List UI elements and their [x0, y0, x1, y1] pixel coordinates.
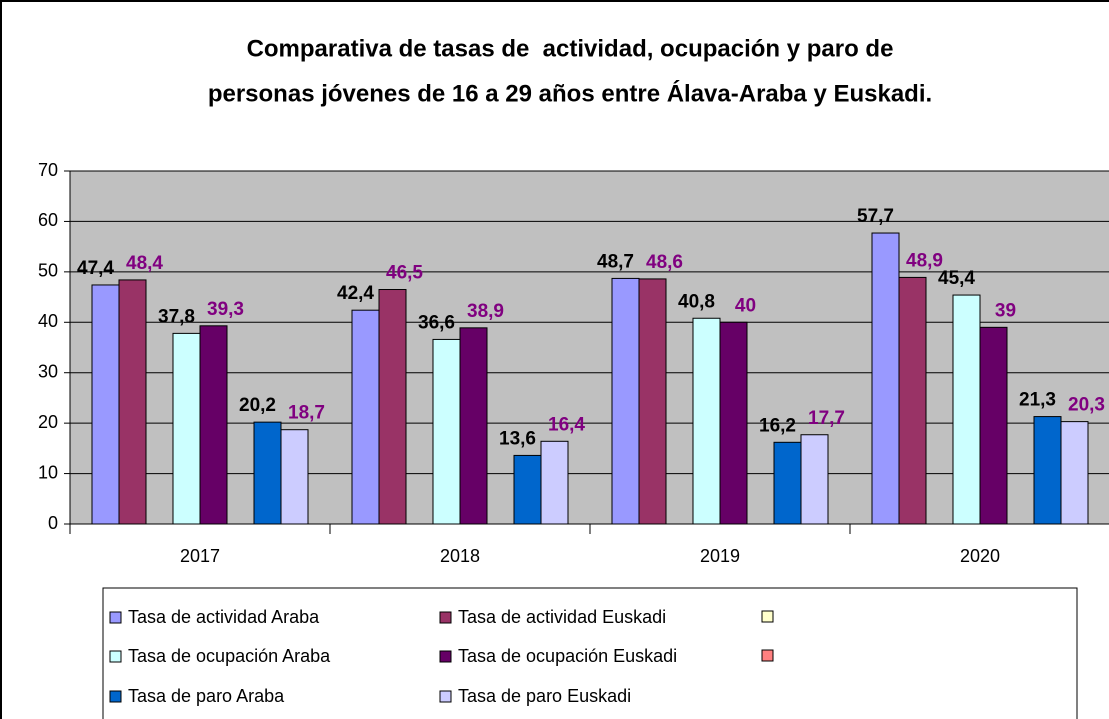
y-tick-label: 30: [38, 361, 58, 381]
y-tick-label: 40: [38, 311, 58, 331]
bar: [898, 276, 927, 525]
bar: [172, 332, 201, 525]
legend-label: Tasa de paro Araba: [128, 686, 285, 706]
data-label: 38,9: [467, 301, 504, 322]
bar: [540, 440, 569, 525]
bar: [773, 441, 802, 525]
bar: [638, 278, 667, 525]
x-tick-label: 2019: [700, 546, 740, 566]
y-tick-label: 20: [38, 412, 58, 432]
bar: [952, 294, 981, 525]
data-label: 48,7: [597, 251, 634, 272]
data-label: 57,7: [857, 206, 894, 227]
plot-area: [70, 171, 1109, 524]
bar: [351, 309, 380, 525]
bar: [979, 326, 1008, 525]
chart-title: Comparativa de tasas de actividad, ocupa…: [247, 35, 894, 62]
data-label: 39,3: [207, 299, 244, 320]
data-label: 16,4: [548, 414, 585, 435]
bar: [118, 279, 147, 525]
data-label: 45,4: [938, 268, 975, 289]
legend-swatch: [109, 650, 122, 663]
bar: [1060, 421, 1089, 525]
legend-swatch: [439, 650, 452, 663]
bar: [513, 454, 542, 525]
data-label: 48,9: [906, 250, 943, 271]
x-tick-label: 2020: [960, 546, 1000, 566]
bar: [719, 321, 748, 525]
data-label: 40,8: [678, 291, 715, 312]
x-tick-label: 2018: [440, 546, 480, 566]
data-label: 48,6: [646, 252, 683, 273]
legend-swatch: [761, 649, 774, 662]
data-label: 39: [995, 300, 1016, 321]
data-label: 36,6: [418, 312, 455, 333]
legend-label: Tasa de actividad Araba: [128, 607, 320, 627]
legend-label: Tasa de actividad Euskadi: [458, 607, 666, 627]
data-label: 17,7: [808, 408, 845, 429]
bar: [611, 277, 640, 525]
data-label: 20,3: [1068, 395, 1105, 416]
chart-title: personas jóvenes de 16 a 29 años entre Á…: [208, 79, 932, 107]
data-label: 16,2: [759, 415, 796, 436]
legend-label: Tasa de paro Euskadi: [458, 686, 631, 706]
legend-swatch: [439, 690, 452, 703]
data-label: 13,6: [499, 428, 536, 449]
data-label: 37,8: [158, 306, 195, 327]
legend-swatch: [761, 610, 774, 623]
data-label: 20,2: [239, 395, 276, 416]
data-label: 42,4: [337, 283, 374, 304]
data-label: 46,5: [386, 263, 423, 284]
bar: [253, 421, 282, 525]
bar: [91, 284, 120, 525]
legend-swatch: [109, 611, 122, 624]
data-label: 40: [735, 295, 756, 316]
bar: [280, 429, 309, 525]
data-label: 18,7: [288, 403, 325, 424]
bar: [432, 338, 461, 525]
y-tick-label: 70: [38, 160, 58, 180]
bar: [692, 317, 721, 525]
y-tick-label: 0: [48, 513, 58, 533]
bar: [378, 289, 407, 525]
legend-swatch: [109, 690, 122, 703]
data-label: 47,4: [77, 258, 114, 279]
bar: [199, 325, 228, 525]
legend: [102, 587, 1078, 719]
legend-label: Tasa de ocupación Araba: [128, 646, 331, 666]
bar: [1033, 416, 1062, 525]
y-tick-label: 60: [38, 210, 58, 230]
data-label: 48,4: [126, 253, 163, 274]
bar: [800, 434, 829, 525]
legend-swatch: [439, 611, 452, 624]
legend-label: Tasa de ocupación Euskadi: [458, 646, 677, 666]
bar: [871, 232, 900, 525]
y-tick-label: 50: [38, 261, 58, 281]
y-tick-label: 10: [38, 462, 58, 482]
x-tick-label: 2017: [180, 546, 220, 566]
bar: [459, 327, 488, 525]
data-label: 21,3: [1019, 390, 1056, 411]
